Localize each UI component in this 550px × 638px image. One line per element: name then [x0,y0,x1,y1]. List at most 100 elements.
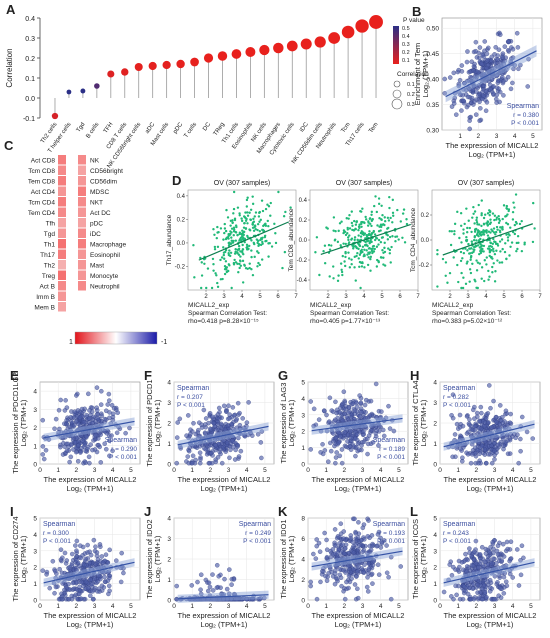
data-point [488,275,491,278]
data-point [465,236,468,239]
data-point [83,556,88,562]
heatmap-row-label: Eosinophil [90,252,121,259]
data-point [370,249,374,253]
data-point [229,224,232,227]
data-point [241,229,244,232]
data-point [343,546,348,551]
data-point [207,411,213,416]
data-point [491,212,495,215]
data-point [223,227,227,230]
data-point [210,414,215,419]
data-point [198,457,203,462]
data-point [121,570,126,576]
y-tick-label: 4 [433,380,437,387]
data-point [490,539,495,545]
data-point [353,236,357,239]
data-point [482,216,486,220]
data-point [238,448,244,454]
y-tick-label: -0.1 [23,116,35,123]
data-point [119,550,124,556]
y-tick-label: 5 [33,516,37,523]
data-point [480,266,484,269]
x-tick-label: 0 [38,467,42,474]
data-point [308,447,313,452]
data-point [345,410,351,415]
data-point [99,554,105,559]
data-point [453,222,457,226]
y-tick-label: 0.0 [177,241,186,247]
data-point [340,220,343,223]
data-point [374,195,377,198]
data-point [494,233,497,236]
heatmap-row-label: Tfh [46,221,56,228]
data-point [327,419,332,424]
lollipop-dot [286,40,298,52]
data-point [92,548,98,554]
data-point [203,446,208,452]
data-point [523,243,526,246]
data-point [227,269,230,273]
data-point [447,75,453,80]
data-point [90,447,95,453]
data-point [478,262,481,265]
y-tick-label: 0.30 [426,128,439,135]
data-point [91,537,97,543]
data-point [463,222,466,226]
data-point [450,415,456,421]
data-point [353,531,358,536]
data-point [462,232,465,235]
data-point [258,211,261,215]
data-point [453,230,456,233]
y-axis-label: Tem CD8_abundance [288,208,295,271]
heatmap-cell [58,302,66,312]
data-point [362,402,368,408]
x-tick-label: iDC [299,121,310,133]
data-point [94,385,100,390]
data-point [365,436,370,442]
data-point [246,196,249,199]
data-point [504,242,507,245]
data-point [211,420,217,426]
data-point [359,566,364,571]
data-point [365,234,368,237]
data-point [74,538,80,544]
data-point [252,229,256,232]
x-tick-label: 2 [343,603,347,610]
data-point [510,241,514,244]
y-tick-label: 0.2 [177,217,186,223]
data-point [230,286,233,290]
data-point [387,426,393,431]
data-point [234,416,239,422]
data-point [520,249,524,253]
y-tick-label: 0 [301,462,305,469]
x-tick-label: 2 [343,467,347,474]
data-point [463,551,468,557]
spearman-label: Spearman [373,521,405,528]
data-point [210,286,214,290]
data-point [496,593,501,598]
data-point [240,250,244,253]
data-point [214,585,220,590]
y-axis-label: Tcm_CD4_abundance [410,207,417,272]
data-point [471,407,476,413]
data-point [242,226,246,229]
data-point [494,240,497,244]
y-tick-label: 0 [33,462,37,469]
y-tick-label: 0.4 [25,16,35,23]
y-tick-label: 1 [433,581,437,588]
data-point [505,257,508,260]
data-point [388,596,394,602]
data-point [367,256,370,259]
x-tick-label: 0 [438,603,442,610]
data-point [477,223,481,226]
data-point [344,252,347,255]
data-point [352,516,357,522]
data-point [257,261,260,265]
data-point [457,412,463,418]
data-point [372,229,376,233]
data-point [501,217,504,221]
data-point [230,405,236,410]
trend-line [177,594,269,600]
legend-tick: 0.1 [407,82,415,88]
data-point [384,543,389,548]
